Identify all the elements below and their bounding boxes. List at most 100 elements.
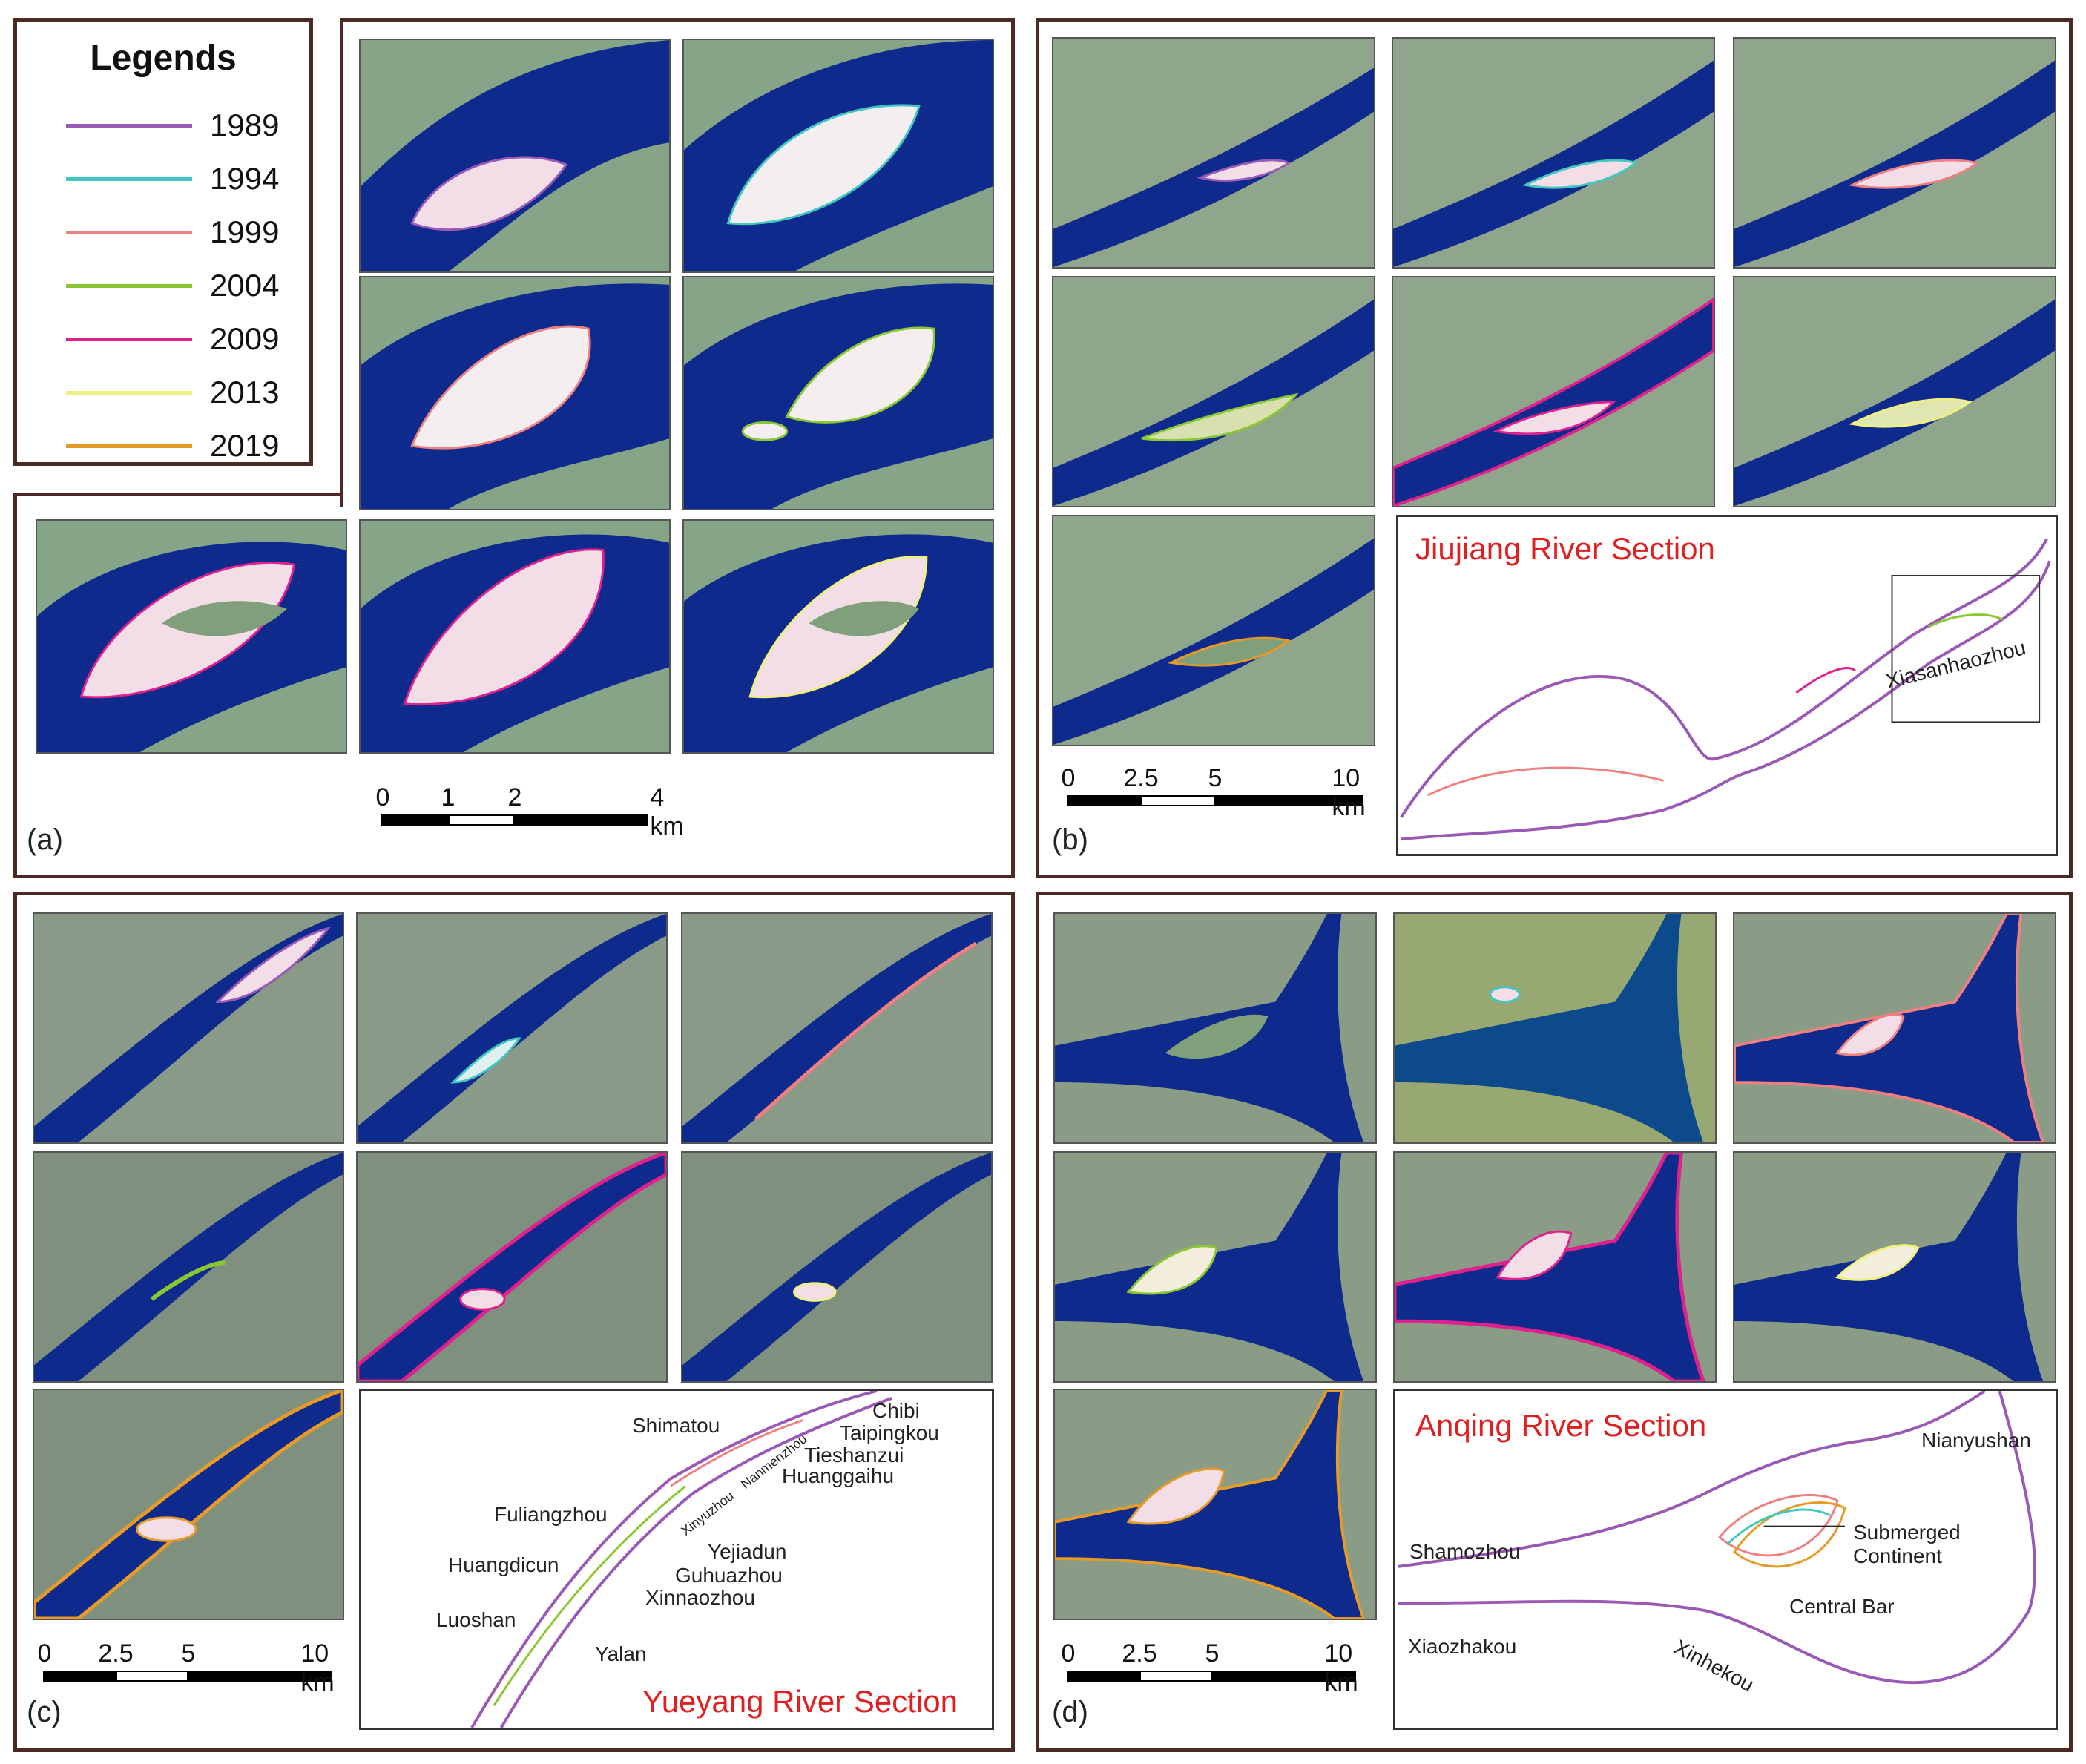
- scale-segment: [515, 814, 648, 826]
- place-label: Nianyushan: [1921, 1429, 2031, 1452]
- map-tile-c-1999: [681, 912, 993, 1144]
- legend-item-2013: 2013: [54, 370, 299, 415]
- map-tile-b-2013: [1733, 276, 2056, 507]
- legend-item-1999: 1999: [54, 210, 299, 254]
- scale-segment: [1212, 1671, 1356, 1682]
- map-tile-d-2009: [1393, 1151, 1717, 1383]
- legend-label: 2004: [210, 268, 280, 303]
- legend-label: 2009: [210, 321, 280, 356]
- scale-bar-d: 0 2.5 5 10 km: [1062, 1639, 1358, 1696]
- legend-label: 2013: [210, 375, 280, 409]
- map-tile-a-2009: [36, 519, 347, 754]
- map-tile-b-2004: [1052, 276, 1375, 507]
- scale-tick: 5: [1205, 1639, 1220, 1668]
- inset-title-jiujiang: Jiujiang River Section: [1415, 531, 1715, 566]
- place-label: Submerged: [1853, 1521, 1961, 1544]
- scale-tick: 10 km: [300, 1639, 335, 1696]
- map-tile-d-2004: [1053, 1151, 1377, 1383]
- inset-title-anqing: Anqing River Section: [1415, 1408, 1707, 1443]
- place-label: Huanggaihu: [782, 1464, 895, 1487]
- place-label: Chibi: [872, 1399, 920, 1422]
- scale-segment: [1215, 795, 1363, 806]
- inset-title-yueyang: Yueyang River Section: [642, 1684, 958, 1719]
- place-label: Xiaozhakou: [1408, 1635, 1517, 1658]
- map-tile-d-2019: [1053, 1389, 1377, 1620]
- map-tile-c-1994: [356, 912, 668, 1144]
- scale-tick: 0: [375, 783, 390, 812]
- inset-map-jiujiang: [1396, 515, 2058, 856]
- legend-title: Legends: [90, 39, 237, 78]
- scale-bar-a: 0 1 2 4 km: [376, 783, 684, 840]
- scale-tick: 0: [37, 1639, 52, 1668]
- scale-tick: 2.5: [1123, 764, 1159, 792]
- map-tile-b-1994: [1392, 37, 1715, 269]
- legend-swatch: [66, 124, 192, 128]
- scale-segment: [43, 1671, 116, 1682]
- inset-map-anqing: [1393, 1389, 2058, 1730]
- legend-swatch: [66, 391, 192, 395]
- map-tile-b-1989: [1052, 37, 1375, 269]
- map-tile-a-2013: [359, 519, 671, 754]
- map-tile-d-1994: [1393, 912, 1717, 1144]
- scale-segment: [188, 1671, 332, 1682]
- scale-bar-c: 0 2.5 5 10 km: [38, 1639, 335, 1696]
- scale-segment: [116, 1671, 188, 1682]
- scale-tick: 2.5: [1122, 1639, 1157, 1668]
- map-tile-c-1989: [33, 912, 344, 1144]
- legend-label: 1989: [210, 108, 280, 142]
- map-tile-a-2004: [682, 276, 994, 510]
- map-tile-d-2013: [1733, 1151, 2056, 1383]
- place-label: Huangdicun: [448, 1553, 559, 1576]
- scale-tick: 2.5: [98, 1639, 134, 1668]
- legend-item-2004: 2004: [54, 263, 299, 308]
- panel-label-d: (d): [1052, 1696, 1088, 1728]
- scale-tick: 10 km: [1332, 764, 1366, 821]
- scale-tick: 4 km: [650, 783, 684, 840]
- scale-tick: 0: [1061, 764, 1076, 792]
- map-tile-b-2019: [1052, 515, 1375, 746]
- place-label: Shimatou: [632, 1414, 720, 1437]
- legend-item-1989: 1989: [54, 103, 299, 148]
- legend-label: 1994: [210, 161, 280, 196]
- place-label: Continent: [1853, 1544, 1942, 1567]
- legend-item-1994: 1994: [54, 157, 299, 201]
- place-label: Tieshanzui: [804, 1444, 904, 1467]
- scale-tick: 2: [507, 783, 522, 812]
- scale-segment: [1141, 795, 1215, 806]
- legend-label: 2019: [210, 428, 280, 463]
- place-label: Central Bar: [1789, 1595, 1895, 1618]
- map-tile-a-1994: [682, 39, 994, 273]
- scale-tick: 5: [181, 1639, 196, 1668]
- place-label: Luoshan: [436, 1608, 516, 1631]
- map-tile-d-1989: [1053, 912, 1377, 1144]
- place-label: Shamozhou: [1409, 1540, 1521, 1563]
- legend-swatch: [66, 231, 192, 234]
- map-tile-c-2009: [356, 1151, 668, 1383]
- map-tile-d-1999: [1733, 912, 2056, 1144]
- scale-segment: [1067, 1671, 1139, 1682]
- legend-swatch: [66, 444, 192, 448]
- place-label: Guhuazhou: [675, 1564, 783, 1587]
- panel-label-c: (c): [27, 1696, 62, 1728]
- map-tile-a-1989: [359, 39, 671, 273]
- scale-segment: [381, 814, 448, 826]
- legend-swatch: [66, 284, 192, 288]
- panel-label-a: (a): [27, 823, 63, 856]
- map-tile-a-2019: [682, 519, 994, 754]
- map-tile-b-2009: [1392, 276, 1715, 507]
- map-tile-a-1999: [359, 276, 671, 510]
- inset-map-yueyang: [359, 1389, 994, 1730]
- scale-segment: [1067, 795, 1141, 806]
- place-label: Taipingkou: [840, 1421, 939, 1444]
- place-label: Fuliangzhou: [494, 1503, 608, 1526]
- scale-segment: [448, 814, 515, 826]
- map-tile-b-1999: [1733, 37, 2056, 269]
- legend-item-2009: 2009: [54, 317, 299, 361]
- scale-segment: [1139, 1671, 1212, 1682]
- scale-tick: 1: [441, 783, 455, 812]
- scale-tick: 10 km: [1324, 1639, 1358, 1696]
- scale-tick: 5: [1208, 764, 1223, 792]
- scale-bar-b: 0 2.5 5 10 km: [1062, 764, 1366, 821]
- legend-item-2019: 2019: [54, 424, 299, 468]
- scale-tick: 0: [1061, 1639, 1076, 1668]
